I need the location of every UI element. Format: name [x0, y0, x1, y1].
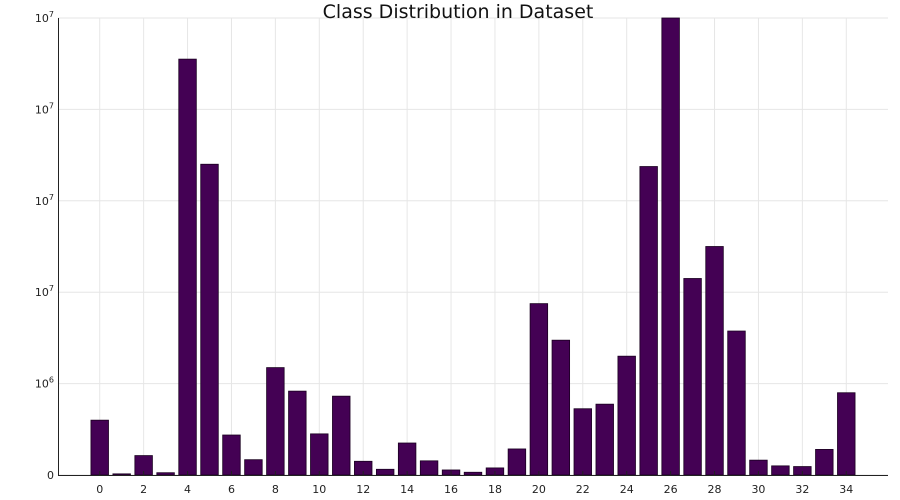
chart-title: Class Distribution in Dataset [323, 1, 594, 23]
y-tick-label: 107 [35, 10, 54, 25]
bar-class-28 [705, 246, 724, 476]
bar-class-26 [661, 17, 680, 476]
bar-class-27 [683, 278, 702, 476]
bar-class-10 [310, 433, 329, 476]
bar-class-5 [200, 163, 219, 476]
x-tick-label: 34 [839, 483, 853, 496]
y-ticks: 0 106 107 107 107 107 [35, 10, 54, 482]
x-tick-label: 2 [140, 483, 147, 496]
x-tick-label: 8 [272, 483, 279, 496]
bar-class-17 [463, 471, 483, 476]
x-tick-label: 16 [444, 483, 458, 496]
x-ticks: 0 2 4 6 8 10 12 14 16 18 20 22 24 26 28 30 32 34 [96, 471, 853, 496]
bar-class-34 [837, 392, 856, 476]
bar-class-25 [639, 166, 658, 476]
y-tick-label: 107 [35, 284, 54, 299]
bar-class-8 [266, 367, 285, 476]
x-tick-label: 12 [356, 483, 370, 496]
bar-class-21 [551, 339, 571, 476]
y-tick-label: 107 [35, 101, 54, 116]
bar-class-9 [288, 390, 307, 476]
axes [58, 18, 888, 476]
bar-class-0 [90, 419, 109, 476]
bar-class-29 [727, 330, 746, 476]
y-tick-label: 107 [35, 193, 54, 208]
x-tick-label: 30 [751, 483, 765, 496]
bar-class-22 [573, 408, 592, 476]
y-tick-label: 106 [35, 376, 54, 391]
bar-class-7 [244, 459, 263, 476]
y-tick-label: 0 [47, 469, 54, 482]
x-tick-label: 6 [228, 483, 235, 496]
bar-class-3 [156, 472, 175, 476]
bars [90, 17, 856, 476]
bar-class-14 [397, 442, 417, 476]
x-tick-label: 18 [488, 483, 502, 496]
x-tick-label: 10 [312, 483, 326, 496]
bar-class-6 [222, 434, 241, 476]
x-tick-label: 24 [620, 483, 634, 496]
bar-class-11 [332, 395, 351, 476]
bar-class-33 [815, 449, 834, 476]
bar-class-13 [375, 468, 395, 476]
bar-class-23 [595, 403, 614, 476]
x-tick-label: 0 [96, 483, 103, 496]
bar-class-1 [112, 473, 131, 476]
bar-class-20 [529, 303, 549, 476]
x-tick-label: 14 [400, 483, 414, 496]
bar-class-19 [507, 448, 527, 476]
x-tick-label: 22 [576, 483, 590, 496]
x-tick-label: 4 [184, 483, 191, 496]
x-tick-label: 20 [532, 483, 546, 496]
x-tick-label: 28 [708, 483, 722, 496]
grid [58, 17, 888, 476]
bar-class-4 [178, 58, 197, 476]
bar-class-15 [419, 460, 439, 476]
bar-class-31 [771, 465, 790, 476]
x-tick-label: 32 [795, 483, 809, 496]
x-tick-label: 26 [664, 483, 678, 496]
bar-class-24 [617, 355, 636, 476]
